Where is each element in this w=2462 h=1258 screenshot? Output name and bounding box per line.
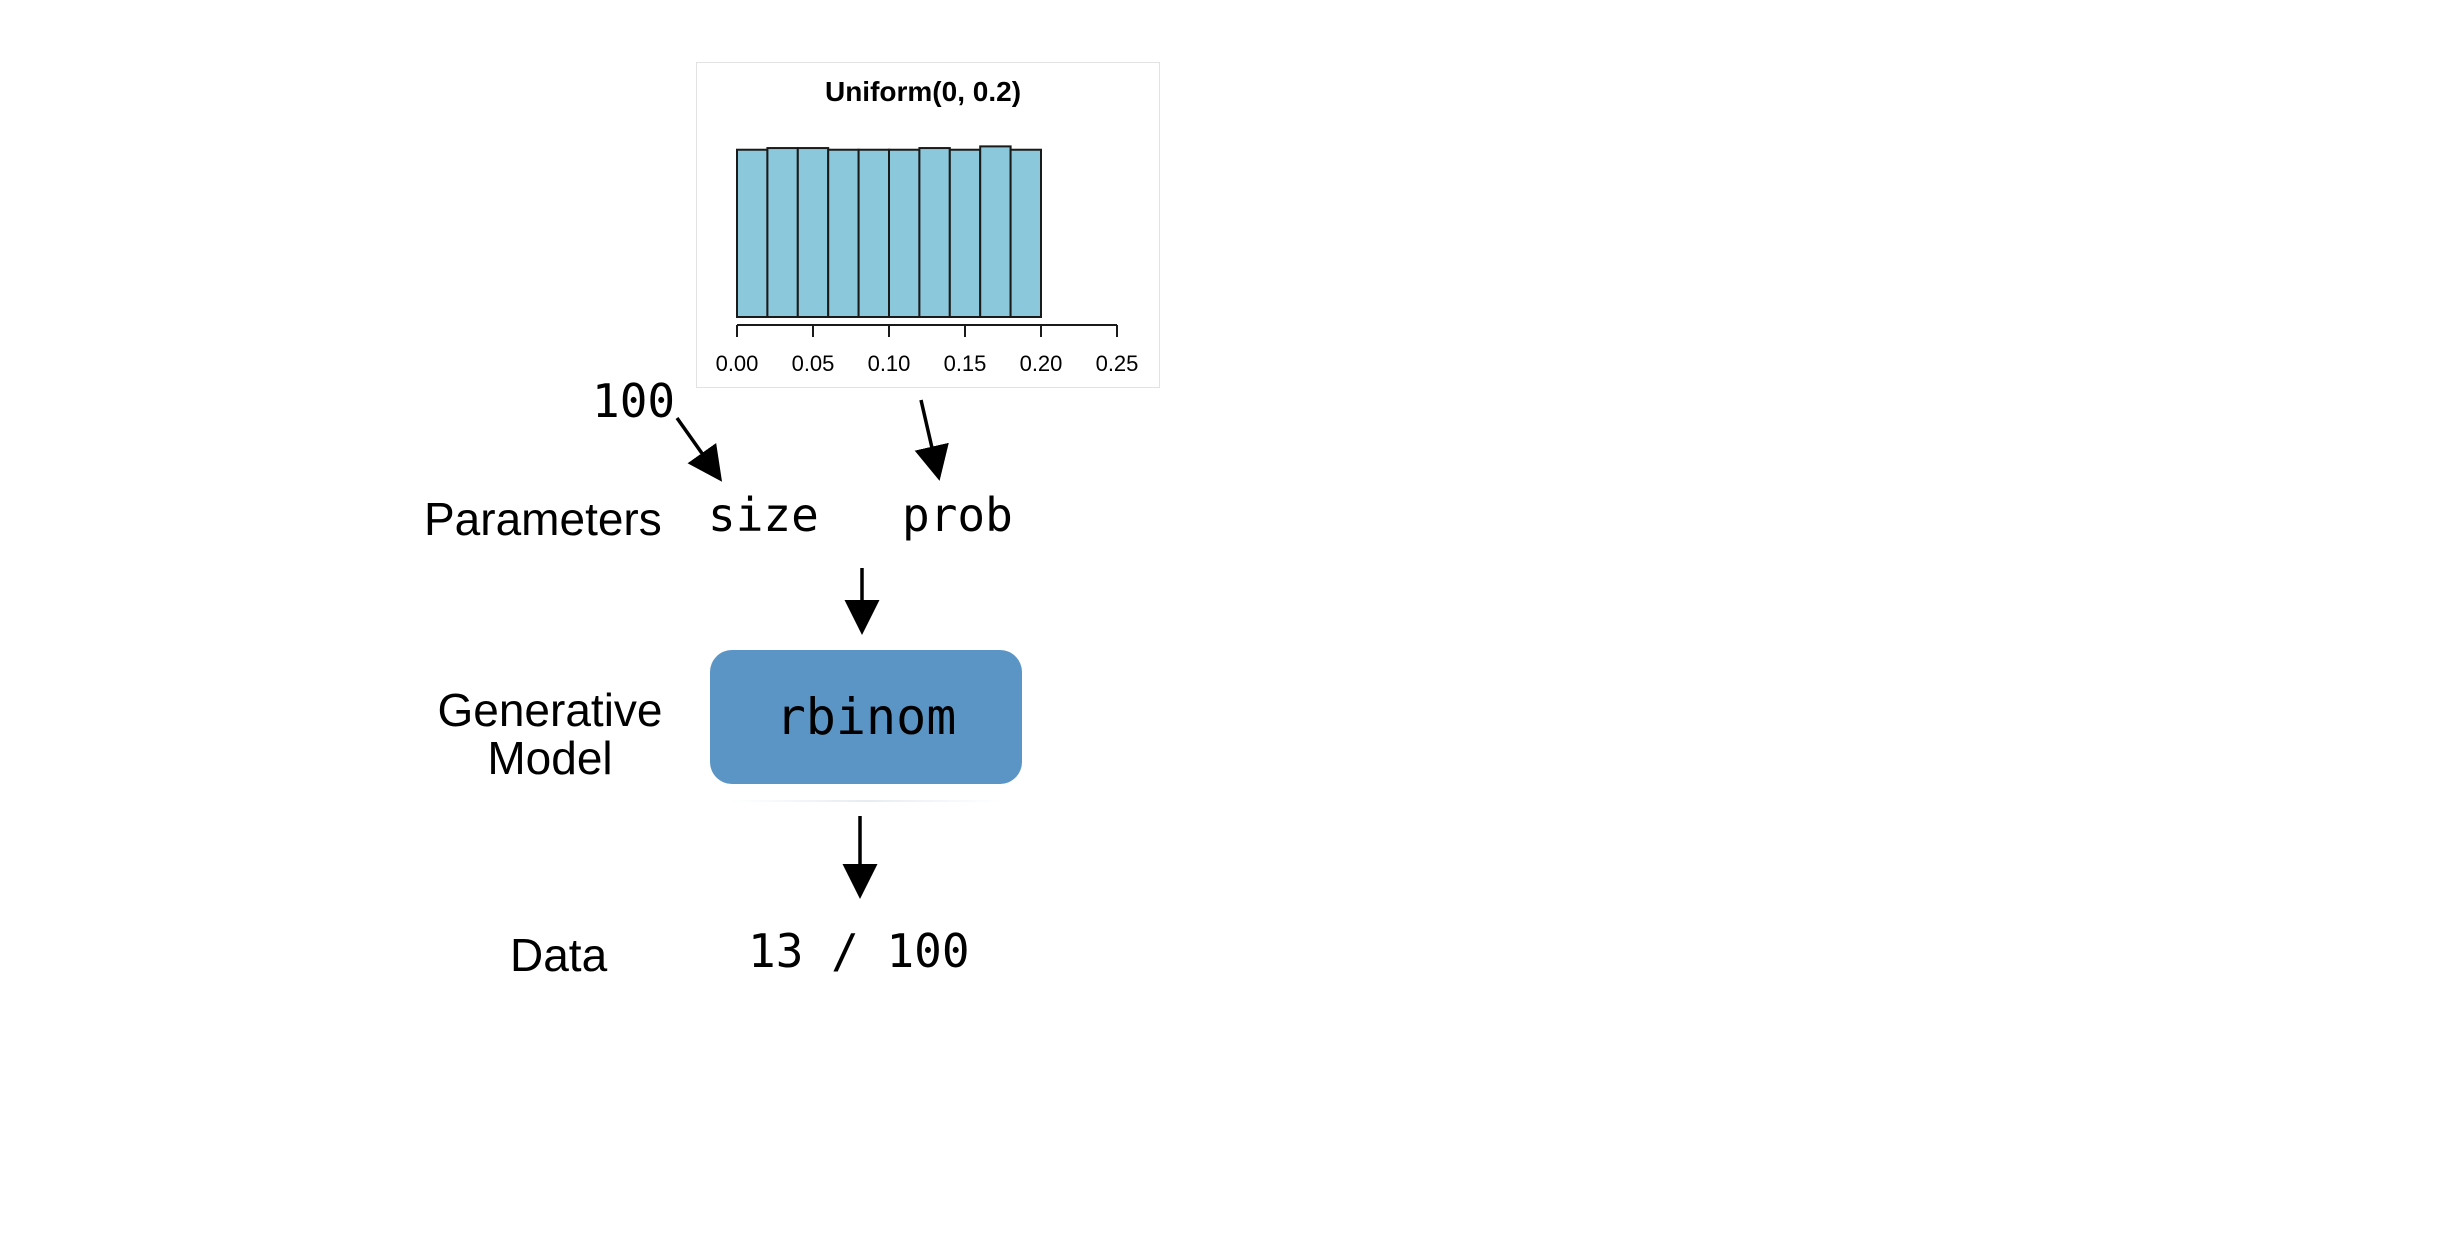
- x-tick-label: 0.00: [716, 351, 759, 376]
- x-tick-label: 0.10: [868, 351, 911, 376]
- size-input-value: 100: [592, 374, 676, 428]
- prior-histogram-panel: Uniform(0, 0.2) 0.00 0.05 0.10 0.15 0.20 0.25: [696, 62, 1160, 388]
- histogram-bar: [766, 147, 799, 318]
- histogram-bar: [918, 147, 951, 318]
- histogram-bar: [827, 148, 860, 318]
- generative-model-label: Generative Model: [424, 686, 676, 782]
- param-size: size: [708, 488, 819, 542]
- prior-histogram: Uniform(0, 0.2) 0.00 0.05 0.10 0.15 0.20 0.25: [716, 76, 1139, 376]
- generative-model-label-line2: Model: [487, 732, 613, 784]
- histogram-bar: [857, 148, 891, 318]
- histogram-bar: [979, 145, 1012, 318]
- model-name: rbinom: [775, 688, 957, 746]
- arrow-prior-to-prob: [914, 399, 949, 481]
- parameters-label: Parameters: [424, 493, 662, 545]
- histogram-bar: [796, 147, 830, 318]
- arrow-size-to-param: [675, 416, 723, 482]
- x-tick-label: 0.20: [1020, 351, 1063, 376]
- generative-model-label-line1: Generative: [437, 684, 663, 736]
- model-box: rbinom: [710, 650, 1022, 784]
- histogram-title: Uniform(0, 0.2): [825, 76, 1021, 107]
- x-tick-label: 0.25: [1096, 351, 1139, 376]
- data-value: 13 / 100: [748, 924, 970, 978]
- histogram-bar: [736, 148, 769, 318]
- x-tick-label: 0.05: [792, 351, 835, 376]
- data-label: Data: [510, 929, 608, 981]
- histogram-bar: [1009, 148, 1043, 318]
- model-box-shadow: [730, 800, 1002, 802]
- x-tick-label: 0.15: [944, 351, 987, 376]
- param-prob: prob: [902, 488, 1013, 542]
